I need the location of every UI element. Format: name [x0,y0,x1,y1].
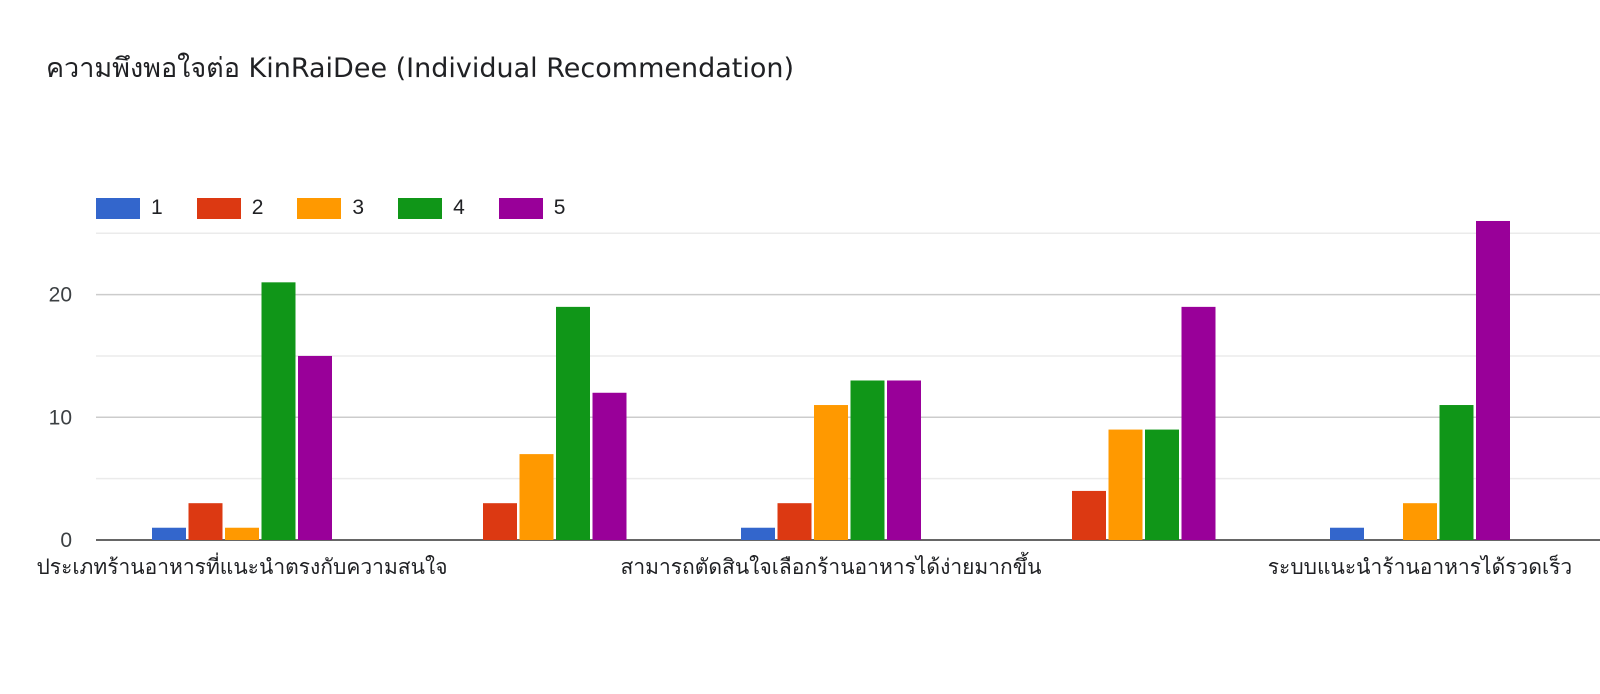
legend-swatch [96,197,140,219]
legend-item-2: 2 [196,196,264,220]
x-category-label: ระบบแนะนำร้านอาหารได้รวดเร็ว [1268,553,1572,579]
x-category-label: สามารถตัดสินใจเลือกร้านอาหารได้ง่ายมากขึ… [621,552,1042,579]
legend-swatch [297,197,342,219]
bar-5-cat-3 [1181,306,1216,540]
bar-3-cat-4 [1403,503,1437,540]
bar-4-cat-4 [1439,405,1474,540]
bar-3-cat-3 [1108,429,1143,540]
y-tick-label: 0 [60,529,72,552]
legend-swatch [196,197,241,219]
bar-5-cat-2 [887,380,921,540]
bar-5-cat-1 [592,392,627,540]
bar-5-cat-0 [298,355,332,540]
bar-4-cat-3 [1145,429,1179,540]
bar-2-cat-3 [1072,490,1106,540]
bar-2-cat-1 [483,503,517,540]
bar-2-cat-2 [777,503,812,540]
legend-label: 2 [251,196,264,219]
bar-2-cat-0 [188,503,223,540]
bar-4-cat-1 [556,306,590,540]
bar-4-cat-0 [261,282,296,540]
bar-3-cat-1 [519,454,554,540]
legend-item-4: 4 [398,196,465,220]
legend-label: 1 [151,196,163,219]
legend-label: 3 [352,196,365,219]
bar-1-cat-0 [152,527,186,540]
bar-1-cat-4 [1330,527,1364,540]
legend-item-5: 5 [498,196,566,220]
x-category-label: ประเภทร้านอาหารที่แนะนำตรงกับความสนใจ [36,552,447,579]
legend-item-1: 1 [96,196,163,220]
legend-item-3: 3 [297,196,364,220]
legend-label: 4 [453,196,465,219]
bar-4-cat-2 [850,380,885,540]
chart-legend: 1 2 3 4 5 [96,196,599,220]
bar-5-cat-4 [1476,220,1510,541]
legend-swatch [398,197,443,219]
bar-3-cat-2 [814,405,848,540]
chart-title: ความพึงพอใจต่อ KinRaiDee (Individual Rec… [46,53,795,84]
y-tick-label: 10 [49,406,72,429]
legend-label: 5 [553,196,566,219]
y-tick-label: 20 [49,284,72,307]
bar-3-cat-0 [225,527,259,540]
legend-swatch [498,197,543,219]
bar-1-cat-2 [741,527,775,540]
